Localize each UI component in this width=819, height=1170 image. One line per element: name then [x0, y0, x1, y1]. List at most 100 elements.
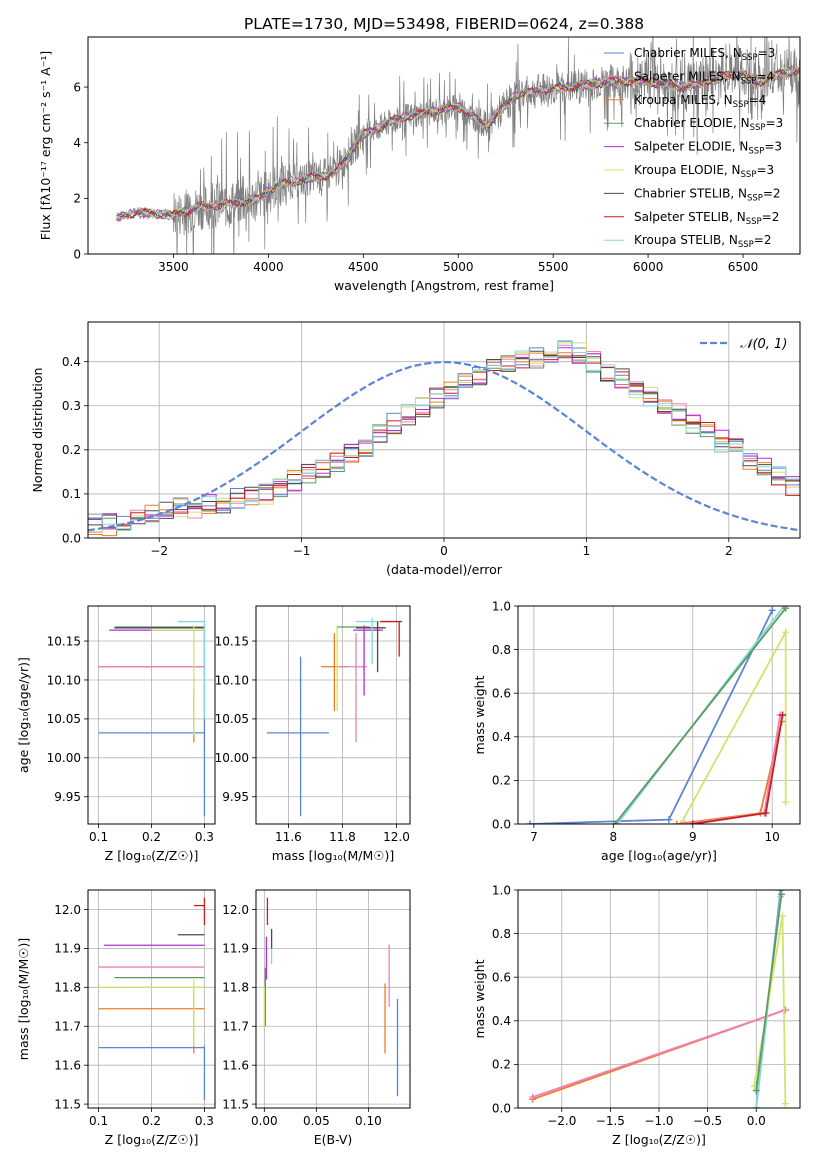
weight-point-2-1 [782, 606, 790, 612]
y-tick-label: 0.8 [492, 927, 511, 941]
y-axis-label: mass weight [472, 675, 487, 754]
weight-point-5-0 [752, 1087, 760, 1095]
y-tick-label: 0.6 [492, 971, 511, 985]
y-tick-label: 1.0 [492, 599, 511, 613]
y-axis-label: age [log₁₀(age/yr)] [16, 657, 31, 773]
weight-point-4-0 [673, 820, 681, 824]
x-axis-label: (data-model)/error [386, 562, 503, 577]
x-axis-label: Z [log₁₀(Z/Z☉)] [612, 1132, 706, 1147]
legend-label-5: Kroupa ELODIE, NSSP=3 [634, 163, 774, 180]
y-tick-label: 12.0 [222, 903, 249, 917]
residual-histogram-8 [88, 340, 800, 531]
weight-point-3-0 [677, 820, 685, 824]
gaussian-legend-label: 𝒩(0, 1) [740, 337, 787, 352]
legend-label-4: Salpeter ELODIE, NSSP=3 [634, 140, 782, 157]
y-tick-label: 0.1 [62, 487, 81, 501]
y-tick-label: 10.05 [47, 712, 81, 726]
weight-line-2 [614, 607, 787, 824]
x-tick-label: 6500 [728, 260, 759, 274]
y-tick-label: 11.9 [222, 942, 249, 956]
y-tick-label: 6 [73, 80, 81, 94]
y-tick-label: 11.5 [222, 1097, 249, 1111]
weight-line-5 [755, 894, 783, 1091]
plot-area-residuals [88, 340, 800, 537]
x-tick-label: −1.5 [596, 1114, 625, 1128]
residual-histogram-6 [88, 350, 800, 530]
weight-point-4-1 [778, 912, 786, 920]
axes-frame [517, 605, 801, 825]
y-tick-label: 10.15 [47, 634, 81, 648]
plot-area-z-weight [529, 890, 789, 1108]
y-tick-label: 10.00 [215, 751, 249, 765]
weight-point-3-0 [752, 1104, 760, 1108]
y-axis-label: mass [log₁₀(M/M☉)] [16, 938, 31, 1060]
legend-label-6: Chabrier STELIB, NSSP=2 [634, 186, 781, 203]
weight-point-3-2 [782, 798, 790, 806]
x-tick-label: 0.2 [142, 1114, 161, 1128]
weight-point-2-0 [611, 820, 619, 824]
y-tick-label: 11.5 [54, 1097, 81, 1111]
y-tick-label: 4 [73, 136, 81, 150]
y-tick-label: 1.0 [492, 883, 511, 897]
weight-line-1 [532, 1009, 786, 1098]
axes-frame [87, 605, 216, 825]
y-tick-label: 0.4 [492, 730, 511, 744]
x-tick-label: 0.1 [89, 830, 108, 844]
y-tick-label: 0.2 [492, 774, 511, 788]
x-tick-label: 9 [689, 830, 697, 844]
weight-point-5-0 [681, 820, 689, 824]
y-tick-label: 10.00 [47, 751, 81, 765]
y-tick-label: 0.4 [492, 1014, 511, 1028]
x-axis-label: wavelength [Angstrom, rest frame] [334, 278, 554, 293]
weight-point-2-1 [777, 890, 785, 894]
x-tick-label: −2.0 [547, 1114, 576, 1128]
y-tick-label: 11.6 [54, 1058, 81, 1072]
x-tick-label: −2 [150, 544, 168, 558]
x-tick-label: 0.1 [89, 1114, 108, 1128]
weight-line-0 [529, 610, 774, 824]
x-tick-label: 6000 [633, 260, 664, 274]
panel-residuals: −2 −1 0 1 2 0.0 0.1 0.2 0.3 0.4 (data-model)/error… [30, 321, 801, 577]
y-tick-label: 9.95 [222, 790, 249, 804]
y-tick-label: 11.7 [222, 1020, 249, 1034]
y-tick-label: 10.15 [215, 634, 249, 648]
x-tick-label: 11.6 [275, 830, 302, 844]
x-tick-label: −1.0 [644, 1114, 673, 1128]
x-tick-label: 0.3 [195, 1114, 214, 1128]
axes-frame [255, 605, 411, 825]
plot-area-z-mass [98, 897, 206, 1101]
x-tick-label: 12.0 [383, 830, 410, 844]
y-tick-label: 11.6 [222, 1058, 249, 1072]
y-tick-label: 0.2 [62, 443, 81, 457]
weight-point-4-2 [781, 1100, 789, 1108]
y-tick-label: 0.6 [492, 687, 511, 701]
x-tick-label: 8 [610, 830, 618, 844]
x-tick-label: 3500 [158, 260, 189, 274]
y-tick-label: 10.05 [215, 712, 249, 726]
y-tick-label: 0.8 [492, 643, 511, 657]
y-tick-label: 11.8 [222, 981, 249, 995]
y-tick-label: 0.2 [492, 1058, 511, 1072]
y-axis-label: Flux [fλ10⁻¹⁷ erg cm⁻² s⁻¹ A⁻¹] [38, 51, 53, 240]
axes-frame [87, 321, 801, 539]
legend-label-7: Salpeter STELIB, NSSP=2 [634, 210, 779, 227]
weight-point-3-1 [782, 628, 790, 636]
y-tick-label: 9.95 [54, 790, 81, 804]
plot-area-z-age [98, 620, 206, 817]
x-axis-label: Z [log₁₀(Z/Z☉)] [105, 848, 199, 863]
weight-point-0-2 [768, 606, 776, 614]
weight-point-0-0 [526, 820, 534, 824]
y-tick-label: 2 [73, 192, 81, 206]
x-tick-label: 4500 [348, 260, 379, 274]
y-tick-label: 10.10 [47, 673, 81, 687]
weight-point-6-1 [762, 809, 770, 817]
y-tick-label: 11.7 [54, 1020, 81, 1034]
axes-frame [255, 889, 411, 1109]
y-tick-label: 11.8 [54, 981, 81, 995]
weight-point-6-2 [779, 711, 787, 719]
weight-point-0-1 [665, 816, 673, 824]
y-tick-label: 0.3 [62, 399, 81, 413]
y-tick-label: 0.0 [62, 531, 81, 545]
y-axis-label: Normed distribution [30, 368, 45, 493]
